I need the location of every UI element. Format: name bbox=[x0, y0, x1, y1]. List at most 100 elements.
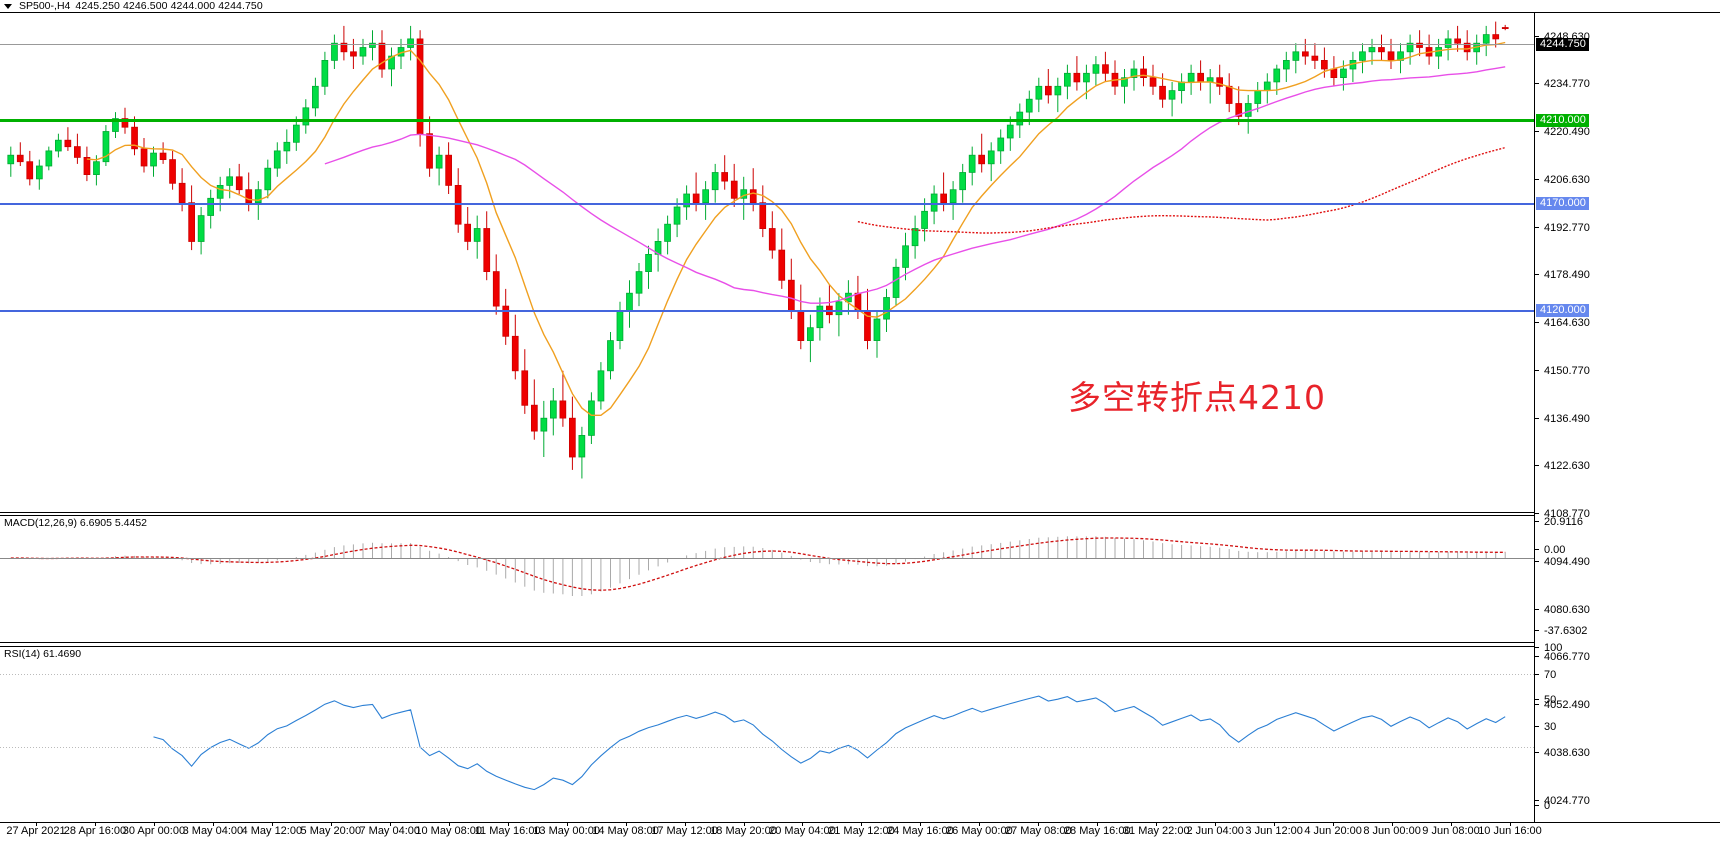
macd-scale-top: 20.9116 bbox=[1535, 516, 1720, 528]
time-tick-mark bbox=[1156, 823, 1158, 826]
time-tick-label: 11 May 16:00 bbox=[474, 825, 541, 837]
price-tick: 4164.630 bbox=[1535, 317, 1720, 329]
time-tick-label: 26 May 00:00 bbox=[946, 825, 1013, 837]
time-tick-mark bbox=[448, 823, 450, 826]
rsi-panel[interactable]: RSI(14) 61.4690 bbox=[0, 646, 1534, 822]
time-tick-mark bbox=[389, 823, 391, 826]
time-tick-label: 10 May 08:00 bbox=[415, 825, 483, 837]
time-tick-label: 3 Jun 12:00 bbox=[1245, 825, 1303, 837]
rsi-scale-50: 50 bbox=[1535, 694, 1720, 706]
time-tick-mark bbox=[1097, 823, 1099, 826]
price-tick: 4122.630 bbox=[1535, 460, 1720, 472]
time-tick-label: 31 May 22:00 bbox=[1122, 825, 1190, 837]
time-tick-label: 27 May 08:00 bbox=[1004, 825, 1072, 837]
triangle-down-icon[interactable] bbox=[4, 3, 12, 9]
time-tick-label: 13 May 00:00 bbox=[533, 825, 600, 837]
price-highlight-4170: 4170.000 bbox=[1536, 197, 1589, 210]
price-scale-axis[interactable]: 4248.630 4234.770 4220.490 4206.630 4192.770… bbox=[1534, 13, 1720, 822]
time-tick-mark bbox=[1038, 823, 1040, 826]
level-line-4210 bbox=[0, 119, 1534, 122]
time-tick-label: 2 Jun 04:00 bbox=[1186, 825, 1244, 837]
rsi-series bbox=[153, 695, 1506, 791]
rsi-scale-100: 100 bbox=[1535, 642, 1720, 654]
time-tick-mark bbox=[330, 823, 332, 826]
time-axis[interactable]: 27 Apr 2021 28 Apr 16:00 30 Apr 00:00 3 May… bbox=[0, 822, 1720, 842]
price-highlight-4210: 4210.000 bbox=[1536, 114, 1589, 127]
price-tick: 4234.770 bbox=[1535, 78, 1720, 90]
time-tick-mark bbox=[1510, 823, 1511, 826]
time-tick-mark bbox=[1215, 823, 1217, 826]
time-tick-label: 4 Jun 20:00 bbox=[1304, 825, 1362, 837]
price-tick: 4136.490 bbox=[1535, 413, 1720, 425]
time-tick-label: 27 Apr 2021 bbox=[6, 825, 66, 837]
price-highlight-4120: 4120.000 bbox=[1536, 304, 1589, 317]
price-tick: 4178.490 bbox=[1535, 269, 1720, 281]
time-tick-label: 17 May 12:00 bbox=[651, 825, 718, 837]
time-tick-label: 18 May 20:00 bbox=[710, 825, 777, 837]
level-line-4170 bbox=[0, 203, 1534, 205]
time-tick-label: 28 Apr 16:00 bbox=[63, 825, 127, 837]
rsi-scale-0: 0 bbox=[1535, 800, 1720, 812]
time-tick-label: 24 May 16:00 bbox=[887, 825, 954, 837]
macd-scale-bottom: -37.6302 bbox=[1535, 625, 1720, 637]
time-tick-label: 10 Jun 16:00 bbox=[1478, 825, 1542, 837]
candlestick-series bbox=[7, 21, 1509, 479]
time-tick-label: 20 May 04:00 bbox=[769, 825, 836, 837]
rsi-label: RSI(14) 61.4690 bbox=[4, 648, 82, 660]
time-tick-mark bbox=[743, 823, 745, 826]
time-tick-mark bbox=[625, 823, 627, 826]
rsi-scale-30: 30 bbox=[1535, 721, 1720, 733]
macd-label: MACD(12,26,9) 6.6905 5.4452 bbox=[4, 517, 148, 529]
time-tick-label: 30 Apr 00:00 bbox=[122, 825, 186, 837]
time-tick-label: 5 May 20:00 bbox=[300, 825, 362, 837]
time-tick-label: 8 Jun 00:00 bbox=[1363, 825, 1421, 837]
price-tick: 4038.630 bbox=[1535, 747, 1720, 759]
last-price-line bbox=[0, 44, 1534, 45]
time-tick-mark bbox=[1274, 823, 1276, 826]
macd-plot-area bbox=[0, 516, 1534, 642]
price-tick: 4192.770 bbox=[1535, 222, 1720, 234]
price-tick: 4094.490 bbox=[1535, 556, 1720, 568]
time-tick-label: 4 May 12:00 bbox=[241, 825, 303, 837]
price-tick: 4066.770 bbox=[1535, 651, 1720, 663]
macd-series bbox=[10, 536, 1506, 596]
symbol-label: SP500-,H4 bbox=[19, 0, 71, 12]
macd-panel[interactable]: MACD(12,26,9) 6.6905 5.4452 bbox=[0, 515, 1534, 643]
time-tick-label: 14 May 08:00 bbox=[592, 825, 659, 837]
price-tick: 4080.630 bbox=[1535, 604, 1720, 616]
price-tick: 4150.770 bbox=[1535, 365, 1720, 377]
price-highlight-4244: 4244.750 bbox=[1536, 38, 1589, 51]
time-tick-label: 3 May 04:00 bbox=[182, 825, 244, 837]
time-tick-mark bbox=[507, 823, 509, 826]
time-tick-mark bbox=[1451, 823, 1453, 826]
price-tick: 4052.490 bbox=[1535, 699, 1720, 711]
time-tick-mark bbox=[861, 823, 863, 826]
macd-scale-zero: 0.00 bbox=[1535, 544, 1720, 556]
time-tick-mark bbox=[1392, 823, 1394, 826]
time-tick-label: 21 May 12:00 bbox=[828, 825, 895, 837]
rsi-level-30-line bbox=[0, 747, 1534, 748]
chart-annotation-text: 多空转折点4210 bbox=[1068, 378, 1326, 417]
rsi-plot-area bbox=[0, 647, 1534, 822]
price-chart-panel[interactable]: 多空转折点4210 bbox=[0, 13, 1534, 513]
price-plot-area bbox=[0, 13, 1534, 512]
level-line-4120 bbox=[0, 310, 1534, 312]
time-tick-mark bbox=[36, 823, 37, 826]
time-tick-mark bbox=[920, 823, 922, 826]
time-tick-mark bbox=[271, 823, 273, 826]
rsi-scale-70: 70 bbox=[1535, 669, 1720, 681]
time-tick-label: 9 Jun 08:00 bbox=[1422, 825, 1480, 837]
rsi-level-70-line bbox=[0, 674, 1534, 675]
price-tick: 4024.770 bbox=[1535, 795, 1720, 807]
time-tick-mark bbox=[566, 823, 568, 826]
symbol-info-bar: SP500-,H4 4245.250 4246.500 4244.000 424… bbox=[0, 0, 1720, 13]
time-tick-mark bbox=[979, 823, 981, 826]
ohlc-values: 4245.250 4246.500 4244.000 4244.750 bbox=[75, 0, 263, 12]
time-tick-mark bbox=[802, 823, 804, 826]
time-tick-label: 28 May 16:00 bbox=[1063, 825, 1131, 837]
macd-zero-line bbox=[0, 558, 1534, 559]
price-tick: 4108.770 bbox=[1535, 508, 1720, 520]
price-tick: 4206.630 bbox=[1535, 174, 1720, 186]
time-tick-label: 7 May 04:00 bbox=[359, 825, 421, 837]
